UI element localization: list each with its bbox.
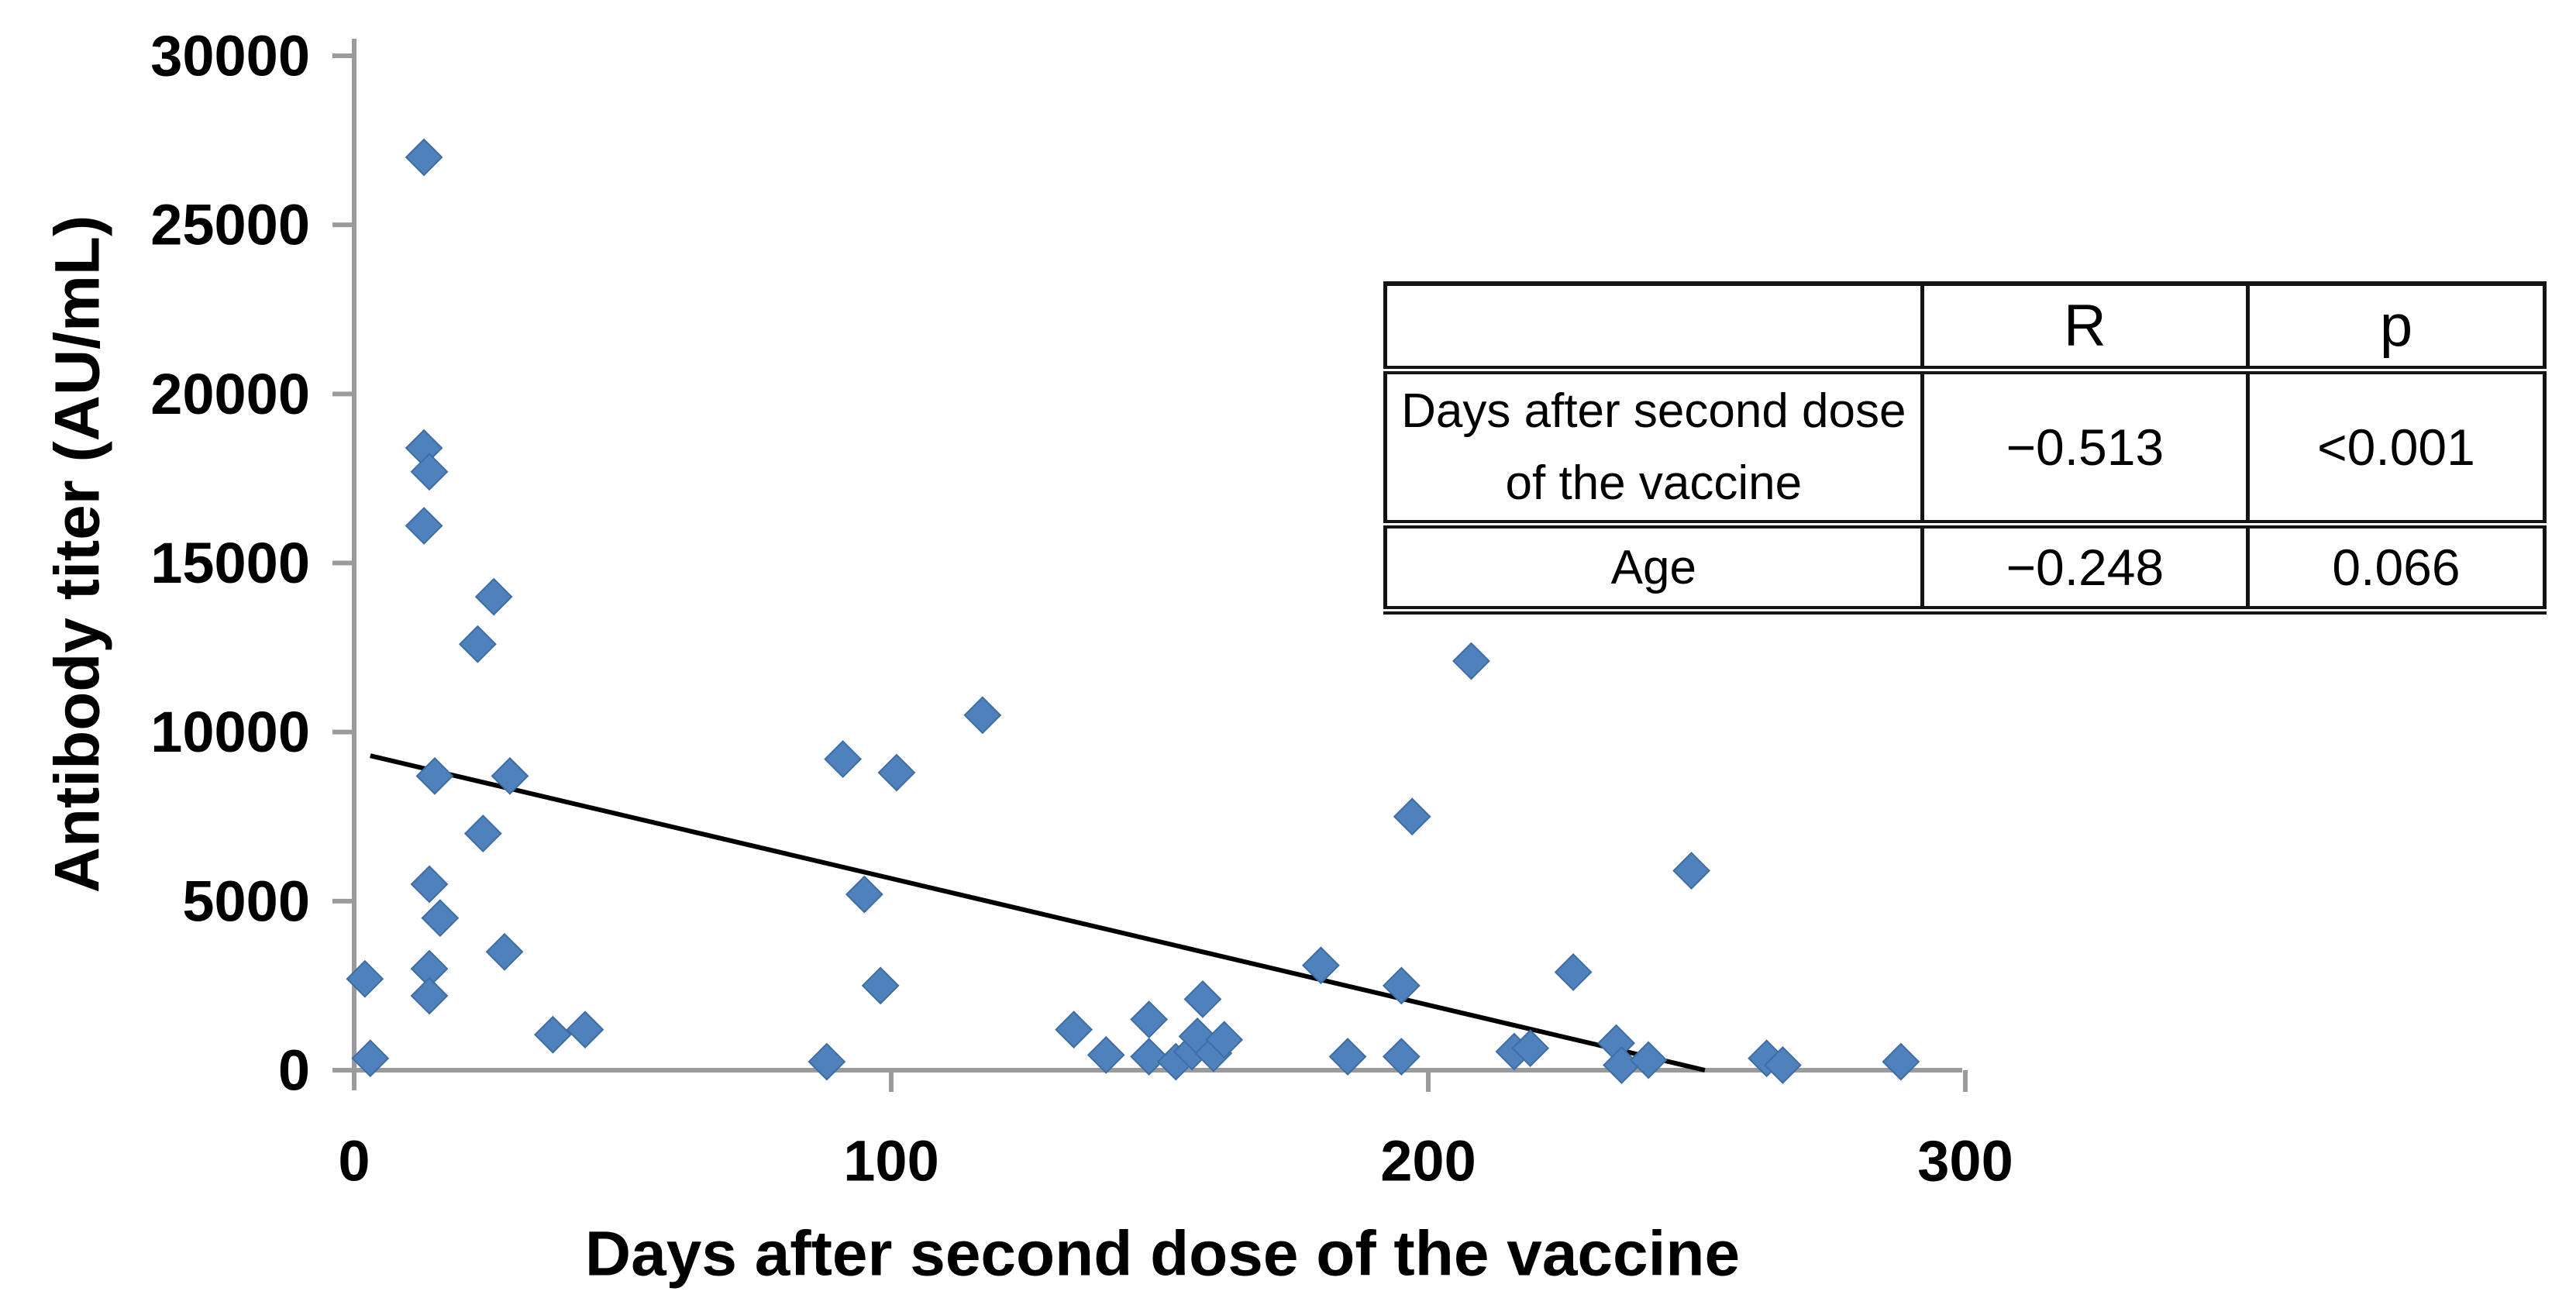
row-label-days: Days after second dose of the vaccine [1383,370,1924,529]
scatter-point [463,814,502,852]
scatter-point [1130,1000,1169,1038]
scatter-point [861,966,900,1005]
scatter-point [533,1015,572,1054]
scatter-point [421,899,460,938]
x-tick-label: 100 [843,1129,938,1193]
scatter-point [405,138,443,177]
trend-line [370,753,1706,1073]
scatter-point [1452,642,1490,680]
scatter-point [415,756,454,795]
scatter-point [405,507,443,545]
scatter-point [963,696,1002,735]
scatter-point [1205,1021,1244,1059]
y-tick-label: 20000 [150,362,310,426]
scatter-point [1382,966,1421,1005]
scatter-point [1328,1038,1367,1076]
scatter-point [1183,980,1222,1018]
scatter-point [1393,797,1431,836]
scatter-point [1763,1046,1802,1084]
scatter-point [1301,946,1340,985]
scatter-point [410,453,449,491]
y-tick-label: 30000 [150,24,310,88]
row-age-r-value: −0.248 [1920,524,2251,615]
scatter-point [824,740,863,778]
scatter-point [1511,1029,1550,1068]
x-tick-label: 0 [338,1129,370,1193]
scatter-point [474,577,513,616]
scatter-point [346,959,384,998]
scatter-point [845,875,883,914]
table-row: Age −0.248 0.066 [1383,524,2547,615]
scatter-point [458,625,497,663]
y-tick-label: 5000 [182,869,310,933]
scatter-point [410,976,449,1015]
scatter-point [877,753,916,792]
x-tick-label: 200 [1380,1129,1476,1193]
row-age-p-value: 0.066 [2246,524,2547,615]
scatter-point [1130,1038,1169,1076]
table-header-r: R [1920,281,2251,374]
table-header-p: p [2246,281,2547,374]
scatter-point [1882,1042,1920,1081]
y-tick-label: 10000 [150,700,310,764]
x-tick-label: 300 [1917,1129,2013,1193]
y-tick-label: 15000 [150,531,310,595]
scatter-point [566,1011,604,1049]
scatter-point [1629,1041,1668,1079]
y-axis-title: Antibody titer (AU/mL) [43,215,113,894]
scatter-point [485,932,524,971]
row-days-r-value: −0.513 [1920,370,2251,529]
scatter-point [1382,1038,1421,1076]
table-header-row: R p [1383,281,2547,374]
scatter-point [1672,852,1710,890]
scatter-point [1554,953,1593,991]
y-tick-label: 0 [278,1038,310,1103]
table-row: Days after second dose of the vaccine −0… [1383,370,2547,529]
scatter-point [491,756,529,795]
scatter-point [808,1042,846,1081]
scatter-point [1055,1011,1093,1049]
scatter-point [351,1039,390,1078]
correlation-table: R p Days after second dose of the vaccin… [1383,281,2547,615]
y-tick-label: 25000 [150,193,310,257]
scatter-point [1087,1035,1125,1074]
x-axis-title: Days after second dose of the vaccine [585,1219,1740,1290]
table-header-blank [1383,281,1924,374]
scatter-point [410,865,449,904]
row-days-p-value: <0.001 [2246,370,2547,529]
row-label-age: Age [1383,524,1924,615]
